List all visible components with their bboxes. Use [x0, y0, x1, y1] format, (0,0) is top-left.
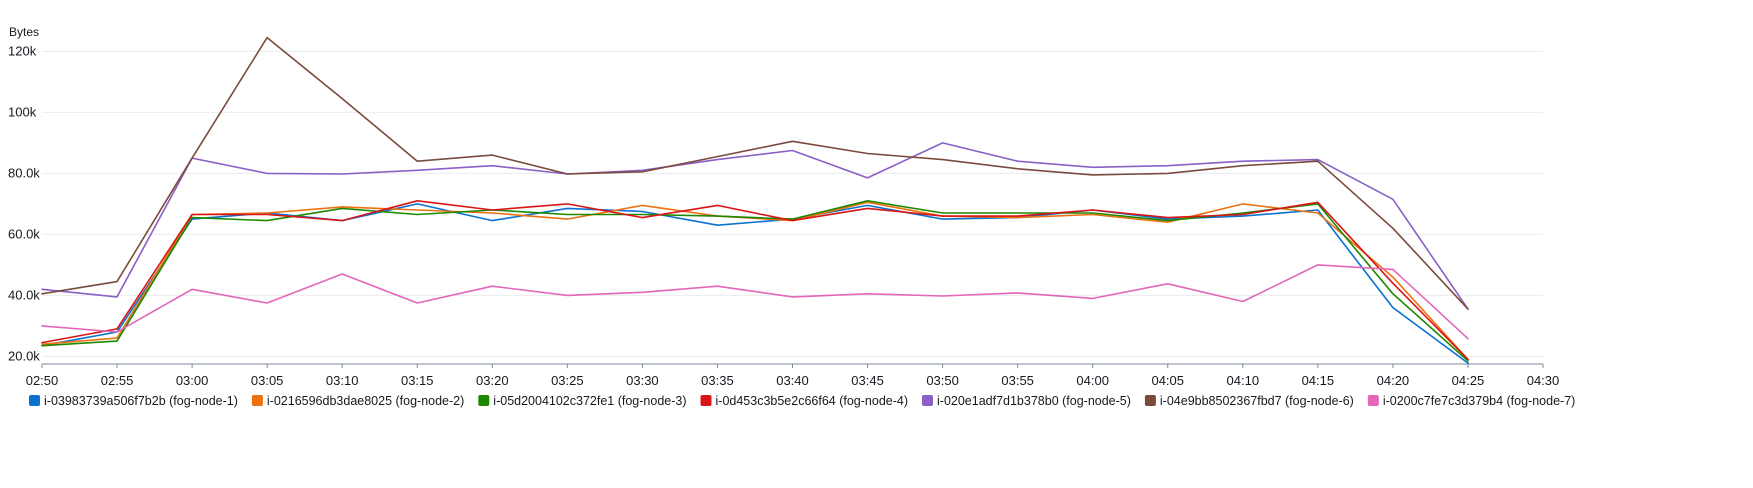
legend-item-4[interactable]: i-0d453c3b5e2c66f64 (fog-node-4) [700, 394, 909, 408]
legend-label: i-05d2004102c372fe1 (fog-node-3) [493, 394, 686, 408]
y-tick-label: 100k [8, 104, 37, 119]
x-tick-label: 03:30 [626, 373, 659, 388]
x-tick-label: 03:00 [176, 373, 209, 388]
legend-item-1[interactable]: i-03983739a506f7b2b (fog-node-1) [29, 394, 238, 408]
legend-label: i-0216596db3dae8025 (fog-node-2) [267, 394, 464, 408]
legend-swatch [700, 395, 712, 406]
legend-swatch [922, 395, 933, 406]
x-tick-label: 03:15 [401, 373, 434, 388]
y-tick-label: 20.0k [8, 348, 40, 363]
legend-swatch [1144, 395, 1156, 406]
legend-label: i-020e1adf7d1b378b0 (fog-node-5) [937, 394, 1131, 408]
x-tick-label: 03:55 [1001, 373, 1034, 388]
x-tick-label: 02:50 [26, 373, 59, 388]
series-line-4[interactable] [41, 200, 1469, 361]
legend-swatch [251, 395, 263, 406]
series-line-1[interactable] [41, 203, 1469, 364]
x-tick-label: 04:10 [1227, 373, 1260, 388]
x-tick-label: 03:10 [326, 373, 359, 388]
x-tick-label: 03:45 [851, 373, 884, 388]
x-tick-label: 04:05 [1151, 373, 1184, 388]
x-tick-label: 02:55 [101, 373, 134, 388]
series-line-5[interactable] [41, 142, 1469, 310]
legend-label: i-04e9bb8502367fbd7 (fog-node-6) [1160, 394, 1354, 408]
x-tick-label: 04:15 [1302, 373, 1335, 388]
y-tick-label: 40.0k [8, 287, 40, 302]
y-tick-label: 120k [8, 43, 37, 58]
x-tick-label: 04:00 [1076, 373, 1109, 388]
legend-item-2[interactable]: i-0216596db3dae8025 (fog-node-2) [251, 394, 464, 408]
legend-item-5[interactable]: i-020e1adf7d1b378b0 (fog-node-5) [922, 394, 1131, 408]
legend-swatch [29, 395, 40, 406]
series-line-3[interactable] [41, 200, 1469, 362]
series-line-2[interactable] [41, 201, 1469, 361]
legend-label: i-0200c7fe7c3d379b4 (fog-node-7) [1383, 394, 1576, 408]
legend-label: i-0d453c3b5e2c66f64 (fog-node-4) [716, 394, 909, 408]
y-axis-unit-label: Bytes [9, 25, 39, 39]
y-tick-label: 80.0k [8, 165, 40, 180]
x-tick-label: 03:50 [926, 373, 959, 388]
legend-swatch [478, 395, 490, 406]
legend: i-03983739a506f7b2b (fog-node-1) i-021659… [29, 394, 1575, 408]
y-tick-label: 60.0k [8, 226, 40, 241]
legend-item-7[interactable]: i-0200c7fe7c3d379b4 (fog-node-7) [1367, 394, 1576, 408]
x-tick-label: 04:20 [1377, 373, 1410, 388]
legend-label: i-03983739a506f7b2b (fog-node-1) [44, 394, 238, 408]
x-tick-label: 03:05 [251, 373, 284, 388]
legend-swatch [1367, 395, 1379, 406]
x-tick-label: 04:30 [1527, 373, 1560, 388]
series-line-6[interactable] [41, 36, 1469, 310]
x-tick-label: 03:25 [551, 373, 584, 388]
x-axis-tick-labels: 02:50 02:55 03:00 03:05 03:10 03:15 03:20 03:25… [26, 364, 1560, 388]
series-lines [41, 36, 1469, 364]
legend-item-6[interactable]: i-04e9bb8502367fbd7 (fog-node-6) [1144, 394, 1354, 408]
x-tick-label: 03:40 [776, 373, 809, 388]
x-tick-label: 04:25 [1452, 373, 1485, 388]
y-axis-tick-labels: 20.0k 40.0k 60.0k 80.0k 100k 120k [8, 43, 40, 363]
series-line-7[interactable] [41, 264, 1469, 340]
legend-item-3[interactable]: i-05d2004102c372fe1 (fog-node-3) [478, 394, 687, 408]
x-tick-label: 03:20 [476, 373, 509, 388]
x-tick-label: 03:35 [701, 373, 734, 388]
